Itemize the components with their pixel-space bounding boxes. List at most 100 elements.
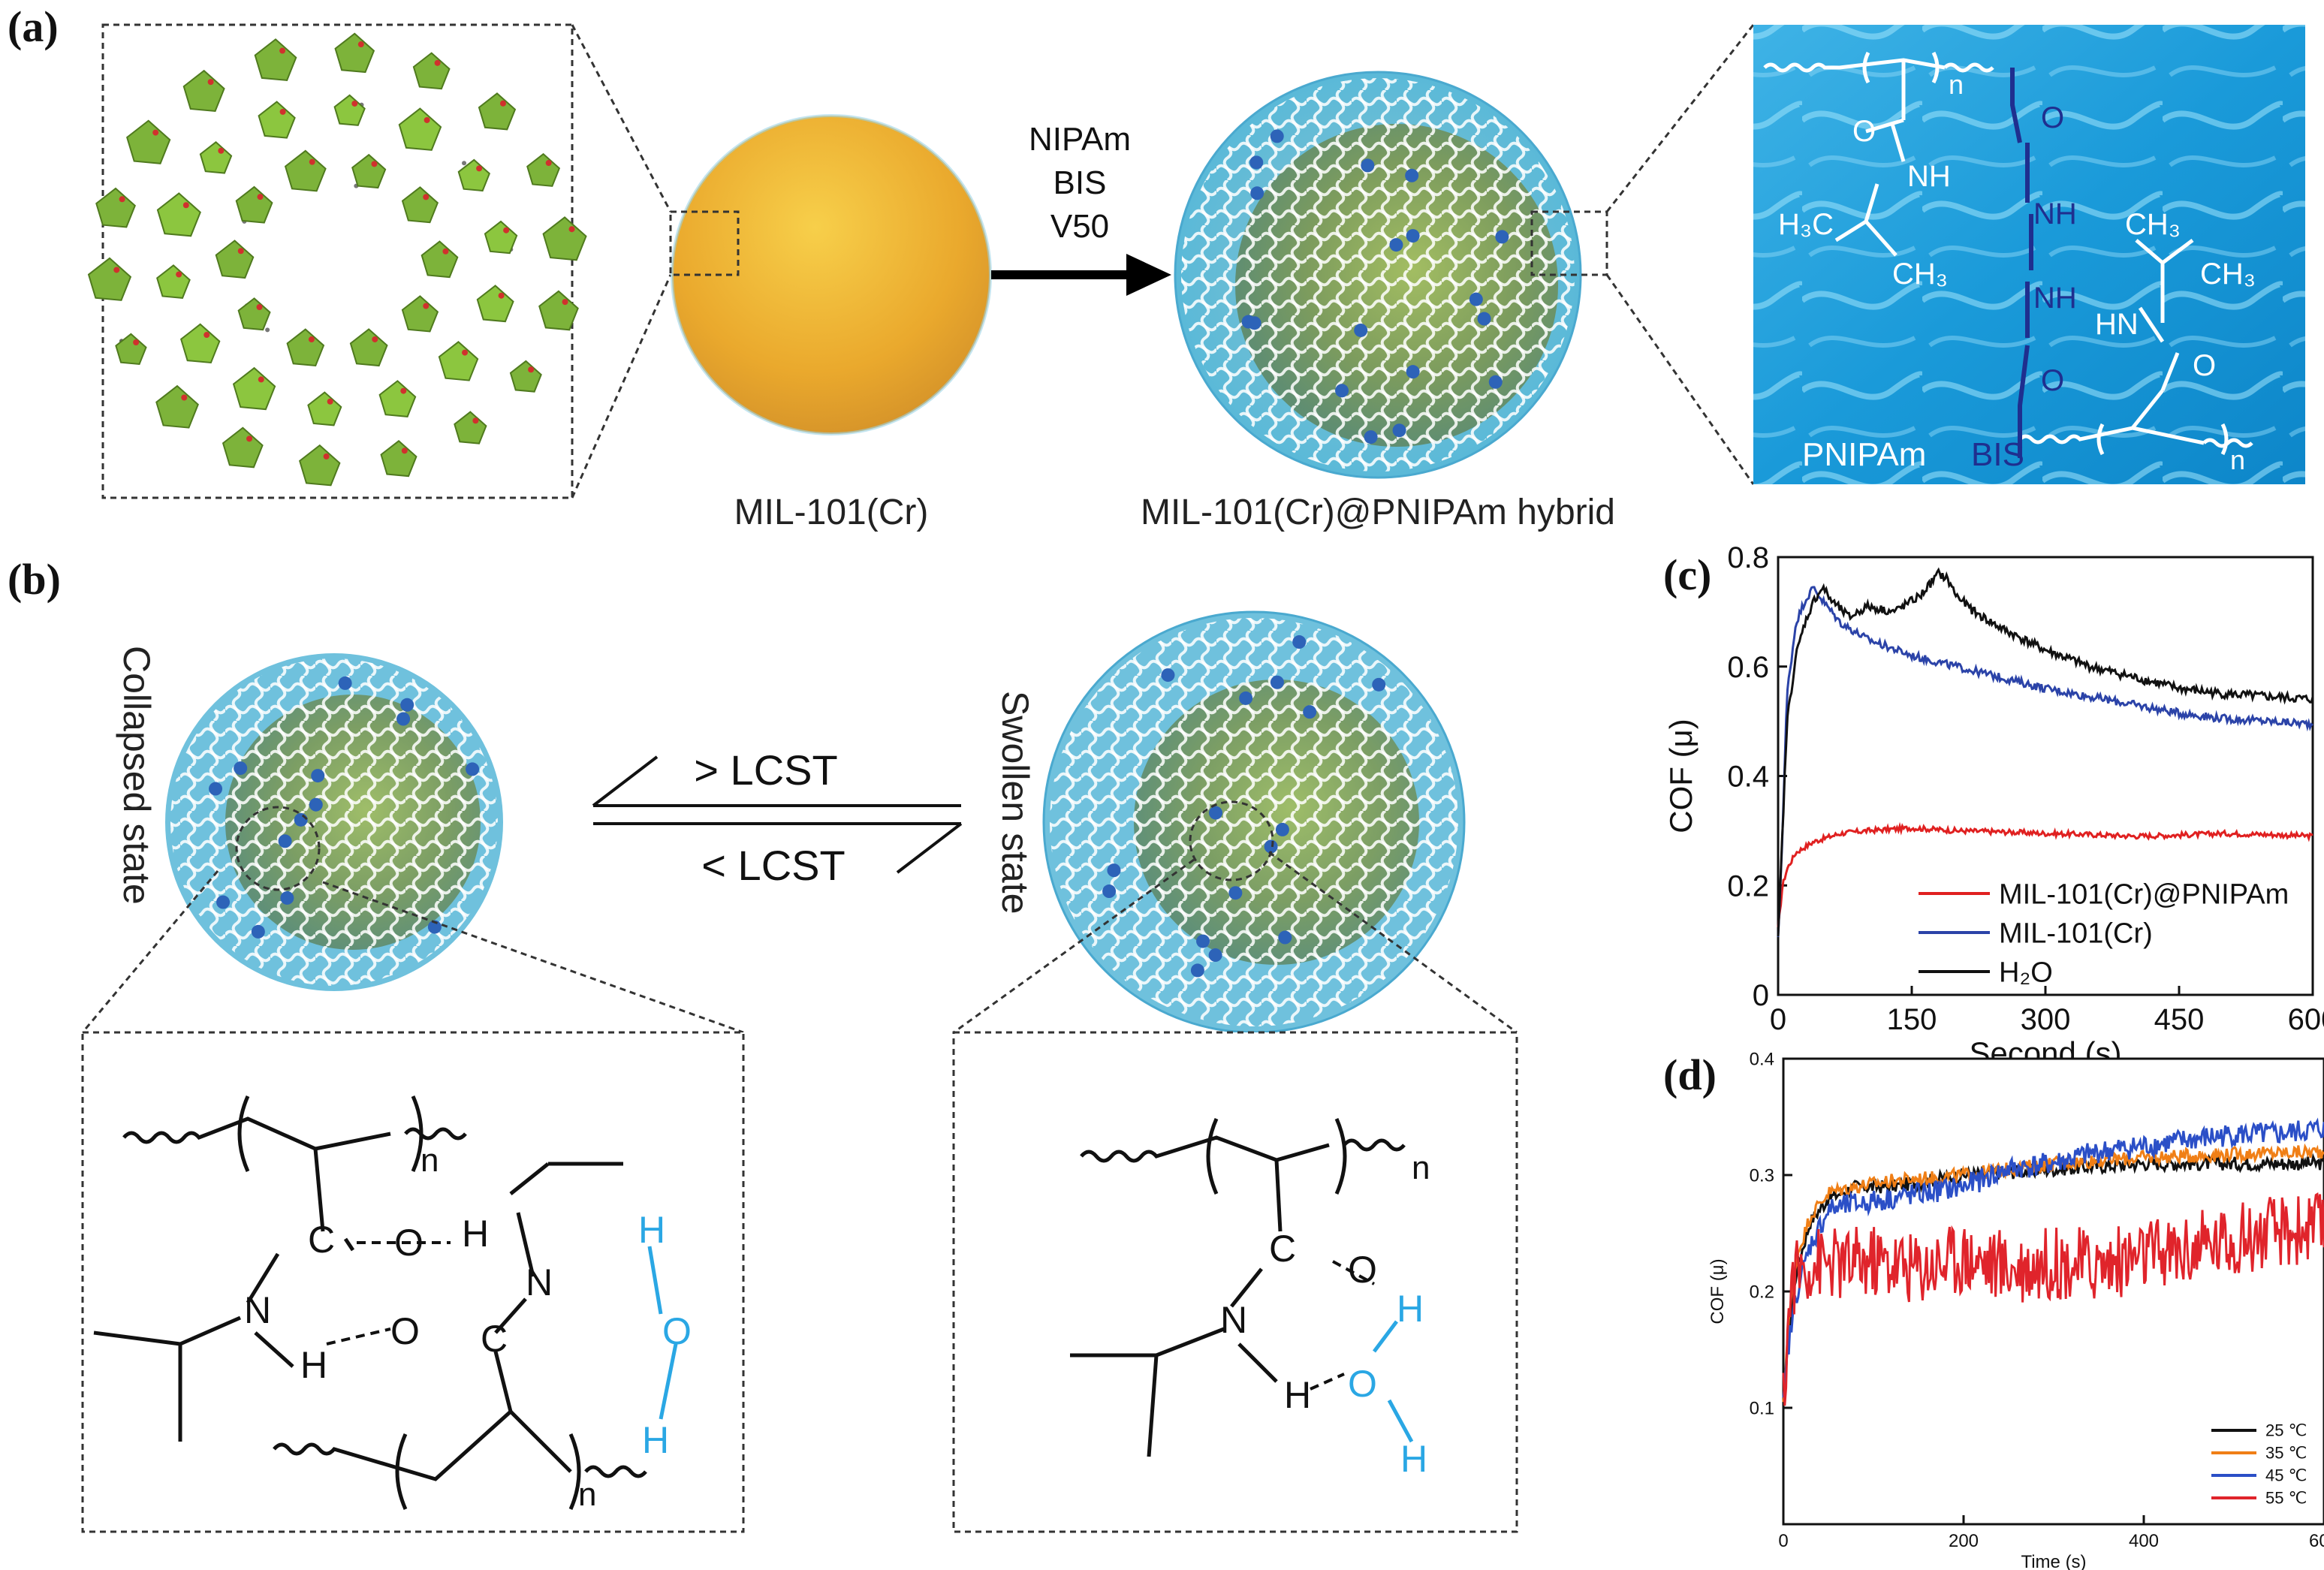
panel-letter-a: (a) xyxy=(8,2,59,51)
metal-cluster xyxy=(538,290,579,331)
metal-cluster xyxy=(87,257,132,301)
pnipam-chemistry-box: O NH H₃C CH₃ O NH NH O CH₃ CH₃ HN O n n … xyxy=(1753,25,2305,484)
swollen-state-label: Swollen state xyxy=(994,691,1036,914)
crosslink-dot xyxy=(209,782,223,796)
chem-label: O xyxy=(1852,115,1876,148)
chem-label: H xyxy=(1397,1288,1424,1330)
metal-cluster xyxy=(542,216,587,261)
y-tick-label: 0.3 xyxy=(1750,1165,1774,1186)
chart-c: 0 150 300 450 600 0 0.2 0.4 0.6 0.8 MIL-101(Cr)@PN… xyxy=(1663,541,2324,1071)
zoom-box xyxy=(669,210,740,276)
chart-d: 0 200 400 600 0.1 0.2 0.3 0.4 25 ℃ 35 ℃ 45 ℃ 55 ℃ Ti… xyxy=(1708,1049,2324,1570)
metal-cluster xyxy=(284,149,327,192)
zoom-line xyxy=(571,24,672,212)
crosslink-dot xyxy=(1406,229,1420,243)
crosslink-dot xyxy=(1406,365,1420,379)
metal-cluster xyxy=(334,32,375,74)
metal-cluster xyxy=(254,38,297,81)
crosslink-dot xyxy=(1278,930,1292,945)
metal-cluster xyxy=(232,366,276,411)
crosslink-dot xyxy=(1250,186,1264,200)
legend-label: MIL-101(Cr) xyxy=(1999,918,2153,949)
chem-label: NH xyxy=(1907,160,1951,193)
chem-label: H xyxy=(300,1344,327,1386)
x-axis-label: Time (s) xyxy=(2021,1552,2086,1570)
panel-letter-b: (b) xyxy=(8,555,61,604)
chem-label: NH xyxy=(2033,197,2077,231)
y-tick-label: 0.2 xyxy=(1750,1282,1774,1302)
panel-letter-d: (d) xyxy=(1663,1050,1717,1099)
collapsed-structure-frame xyxy=(81,1031,745,1533)
chem-label: O xyxy=(2193,349,2216,382)
y-tick-label: 0 xyxy=(1753,979,1769,1012)
metal-cluster xyxy=(156,192,201,237)
chem-label: N xyxy=(526,1261,553,1303)
y-tick-label: 0.1 xyxy=(1750,1398,1774,1418)
chem-label: O xyxy=(662,1310,692,1352)
chem-label: H xyxy=(642,1419,669,1461)
chem-label: HN xyxy=(2095,308,2139,341)
crosslink-dot xyxy=(1354,323,1368,337)
metal-cluster xyxy=(476,285,514,323)
chem-label: n xyxy=(420,1142,439,1179)
crosslink-dot xyxy=(1469,292,1483,306)
x-tick-label: 150 xyxy=(1887,1003,1937,1036)
series-line xyxy=(1782,1143,2324,1403)
crosslink-dot xyxy=(1247,316,1261,330)
y-axis-label: COF (μ) xyxy=(1663,719,1699,833)
panel-letter-c: (c) xyxy=(1663,550,1712,599)
crosslink-dot xyxy=(294,812,308,827)
zoom-line xyxy=(571,274,672,499)
series-line xyxy=(1777,567,2314,937)
hybrid-particle xyxy=(1174,71,1582,479)
plot-area xyxy=(1777,556,2314,996)
chem-label: n xyxy=(1412,1150,1430,1186)
crosslink-dot xyxy=(1270,675,1284,689)
crosslink-dot xyxy=(338,676,352,690)
metal-cluster xyxy=(438,341,479,381)
crosslink-dot xyxy=(216,895,231,909)
crosslink-dot xyxy=(396,712,411,726)
x-tick-label: 450 xyxy=(2154,1003,2205,1036)
crosslink-dot xyxy=(1495,230,1509,244)
metal-cluster xyxy=(258,101,296,139)
legend-label: MIL-101(Cr)@PNIPAm xyxy=(1999,878,2289,910)
series-line xyxy=(1782,1117,2324,1398)
legend-label: 55 ℃ xyxy=(2265,1489,2307,1508)
reaction-arrow-head xyxy=(1126,254,1171,296)
crosslink-dot xyxy=(1196,934,1210,948)
chem-label: n xyxy=(2230,444,2245,475)
crosslink-dot xyxy=(234,761,248,776)
chem-label: C xyxy=(308,1219,335,1261)
chem-label: CH₃ xyxy=(2200,258,2256,291)
series-line xyxy=(1777,586,2313,937)
x-tick-label: 600 xyxy=(2309,1531,2324,1551)
chem-label: N xyxy=(1220,1299,1247,1341)
metal-cluster xyxy=(286,328,325,367)
crosslink-dot xyxy=(1209,806,1223,820)
chem-label: N xyxy=(244,1289,271,1331)
crosslink-dot xyxy=(427,920,442,934)
y-axis-label: COF (μ) xyxy=(1708,1258,1728,1324)
y-tick-label: 0.6 xyxy=(1727,651,1769,684)
chem-label: O xyxy=(1348,1363,1377,1405)
crosslink-dot xyxy=(400,698,414,712)
metal-cluster xyxy=(401,295,439,333)
x-tick-label: 200 xyxy=(1949,1531,1979,1551)
chem-label: C xyxy=(481,1318,508,1360)
hybrid-label: MIL-101(Cr)@PNIPAm hybrid xyxy=(1141,493,1615,532)
x-tick-label: 0 xyxy=(1778,1531,1788,1551)
y-tick-label: 0.8 xyxy=(1727,541,1769,574)
plot-area xyxy=(1782,1057,2324,1526)
legend-label: 35 ℃ xyxy=(2265,1444,2307,1463)
legend-label: 25 ℃ xyxy=(2265,1421,2307,1440)
crosslink-dot xyxy=(1361,158,1375,173)
x-tick-label: 600 xyxy=(2288,1003,2324,1036)
crosslink-dot xyxy=(1405,168,1419,182)
swollen-structure-frame xyxy=(952,1031,1518,1533)
collapsed-particle xyxy=(165,653,503,991)
metal-cluster xyxy=(412,52,451,90)
crosslink-dot xyxy=(309,797,323,812)
chem-label: H xyxy=(462,1213,489,1255)
series-line xyxy=(1777,821,2313,927)
